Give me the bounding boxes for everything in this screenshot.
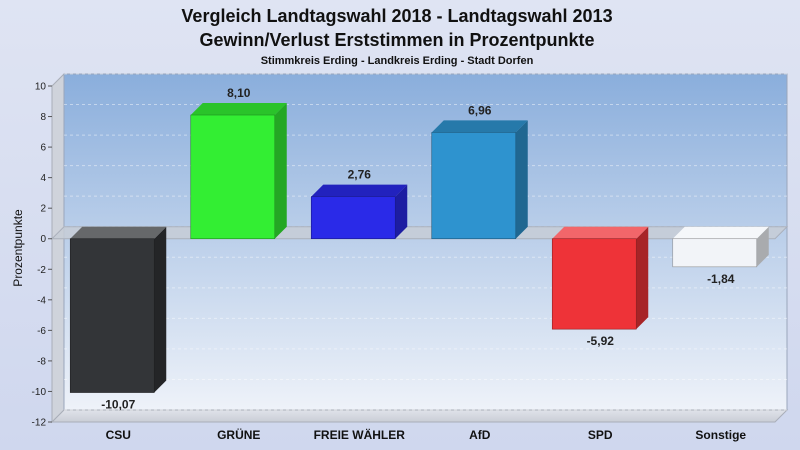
bar-front	[310, 196, 396, 240]
bar-front	[190, 114, 276, 240]
bar-top	[672, 226, 769, 239]
value-label: -10,07	[101, 398, 135, 412]
bar-front	[69, 238, 155, 393]
bar-front	[431, 132, 517, 240]
plot-backdrop	[50, 72, 789, 424]
y-tick-label: -2	[37, 265, 46, 276]
y-tick-label: -12	[32, 418, 47, 429]
y-tick-label: -10	[32, 387, 47, 398]
chart-title-line1: Vergleich Landtagswahl 2018 - Landtagswa…	[181, 6, 612, 26]
bar-grüne	[190, 103, 287, 240]
y-tick-label: -4	[37, 295, 46, 306]
bar-sonstige	[672, 226, 769, 268]
y-tick-label: -8	[37, 356, 46, 367]
bar-top	[552, 226, 649, 239]
category-label: Sonstige	[695, 428, 746, 442]
value-label: -1,84	[707, 272, 735, 286]
value-label: -5,92	[587, 334, 615, 348]
bar-front	[672, 238, 758, 268]
y-axis-ticks: 10 8 6 4 2 0 -2 -4 -6 -8 -10 -12	[32, 82, 52, 429]
category-label: FREIE WÄHLER	[314, 427, 406, 442]
value-label: 8,10	[227, 86, 251, 100]
bar-side	[515, 120, 528, 239]
bar-top	[190, 103, 287, 116]
chart-subtitle: Stimmkreis Erding - Landkreis Erding - S…	[261, 55, 534, 67]
y-tick-label: 0	[40, 234, 46, 245]
plot-background	[63, 73, 788, 411]
bar-side	[274, 103, 287, 239]
y-axis-label: Prozentpunkte	[11, 209, 25, 287]
y-tick-label: 2	[40, 204, 46, 215]
value-labels: -10,07 8,10 2,76 6,96 -5,92 -1,84	[101, 86, 735, 412]
category-label: CSU	[106, 428, 131, 442]
value-label: 2,76	[348, 168, 372, 182]
x-axis-categories: CSU GRÜNE FREIE WÄHLER AfD SPD Sonstige	[106, 427, 747, 442]
bar-top	[70, 226, 167, 239]
bar-front	[551, 238, 637, 330]
category-label: SPD	[588, 428, 613, 442]
bar-spd	[551, 226, 649, 330]
y-tick-label: 10	[35, 82, 47, 93]
bar-freie-wähler	[310, 184, 408, 240]
bar-side	[395, 184, 408, 239]
y-tick-label: 4	[40, 173, 46, 184]
y-tick-label: 6	[40, 143, 46, 154]
y-tick-label: -6	[37, 326, 46, 337]
category-label: GRÜNE	[217, 427, 260, 442]
y-tick-label: 8	[40, 112, 46, 123]
value-label: 6,96	[468, 103, 492, 117]
bar-side	[154, 226, 167, 393]
grid-lines	[64, 73, 787, 411]
bars	[69, 103, 769, 393]
chart-title-line2: Gewinn/Verlust Erststimmen in Prozentpun…	[199, 30, 594, 50]
bar-csu	[69, 226, 167, 393]
bar-side	[636, 226, 649, 330]
bar-top	[311, 184, 408, 197]
bar-top	[431, 120, 528, 133]
category-label: AfD	[469, 428, 491, 442]
bar-afd	[431, 120, 528, 240]
bar-side	[756, 226, 769, 267]
